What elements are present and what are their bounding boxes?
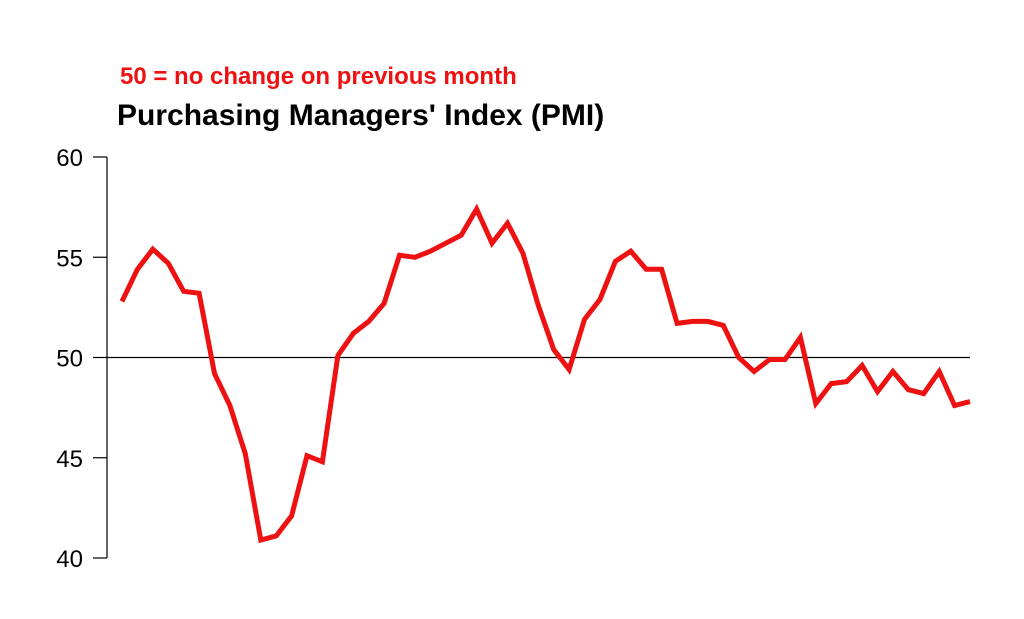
y-axis: 40 45 50 55 60 <box>56 145 108 573</box>
y-tick-label-60: 60 <box>56 145 83 172</box>
chart-title: Purchasing Managers' Index (PMI) <box>117 99 605 132</box>
chart-note: 50 = no change on previous month <box>120 63 517 90</box>
series-layer <box>119 203 971 544</box>
y-tick-label-45: 45 <box>56 446 83 473</box>
series-line-0 <box>119 203 971 544</box>
y-tick-label-55: 55 <box>56 245 83 272</box>
y-tick-label-40: 40 <box>56 546 83 573</box>
y-tick-label-50: 50 <box>56 346 83 373</box>
